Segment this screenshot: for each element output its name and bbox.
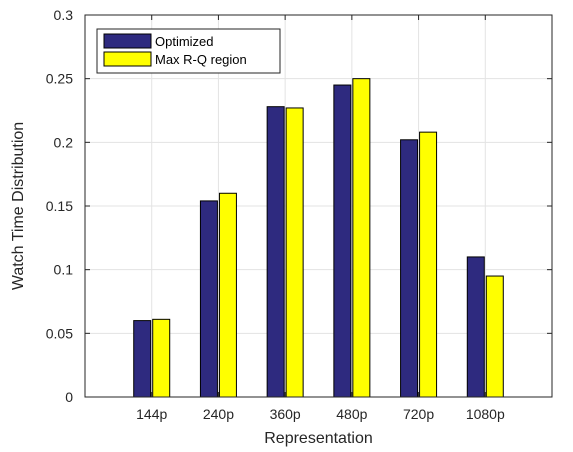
y-tick-label: 0.15: [46, 198, 73, 214]
y-tick-label: 0.1: [54, 262, 74, 278]
bar-optimized-360p: [266, 106, 285, 398]
bar-max-r-q-region-480p: [352, 78, 371, 398]
bar-max-r-q-region-144p: [152, 318, 171, 398]
x-axis-label: Representation: [264, 430, 373, 447]
bar-optimized-240p: [199, 200, 218, 398]
x-tick-label: 480p: [336, 406, 367, 422]
x-tick-label: 720p: [403, 406, 434, 422]
y-tick-label: 0.05: [46, 325, 73, 341]
x-tick-label: 360p: [270, 406, 301, 422]
bars: [133, 78, 504, 398]
bar-max-r-q-region-360p: [285, 107, 304, 398]
bar-optimized-480p: [333, 84, 352, 398]
y-tick-label: 0.2: [54, 134, 74, 150]
bar-max-r-q-region-720p: [419, 131, 438, 398]
bar-optimized-720p: [400, 139, 419, 398]
y-axis-label: Watch Time Distribution: [10, 122, 27, 290]
x-tick-label: 1080p: [466, 406, 505, 422]
bar-optimized-144p: [133, 320, 152, 398]
axis-ticks: 0 0.05 0.1 0.15 0.2 0.25 0.3 144p 240p 360p 480p 72…: [46, 7, 552, 422]
legend-label-max-rq-region: Max R-Q region: [155, 52, 247, 67]
legend-label-optimized: Optimized: [155, 34, 214, 49]
bar-max-r-q-region-240p: [218, 192, 237, 398]
legend: Optimized Max R-Q region: [96, 28, 281, 74]
bar-max-r-q-region-1080p: [485, 275, 504, 398]
legend-swatch-max-rq-region: [103, 51, 152, 67]
y-tick-label: 0.3: [54, 7, 74, 23]
x-tick-label: 240p: [203, 406, 234, 422]
bar-optimized-1080p: [466, 256, 485, 398]
y-tick-label: 0: [65, 389, 73, 405]
y-tick-label: 0.25: [46, 71, 73, 87]
x-tick-label: 144p: [136, 406, 167, 422]
legend-swatch-optimized: [103, 33, 152, 49]
